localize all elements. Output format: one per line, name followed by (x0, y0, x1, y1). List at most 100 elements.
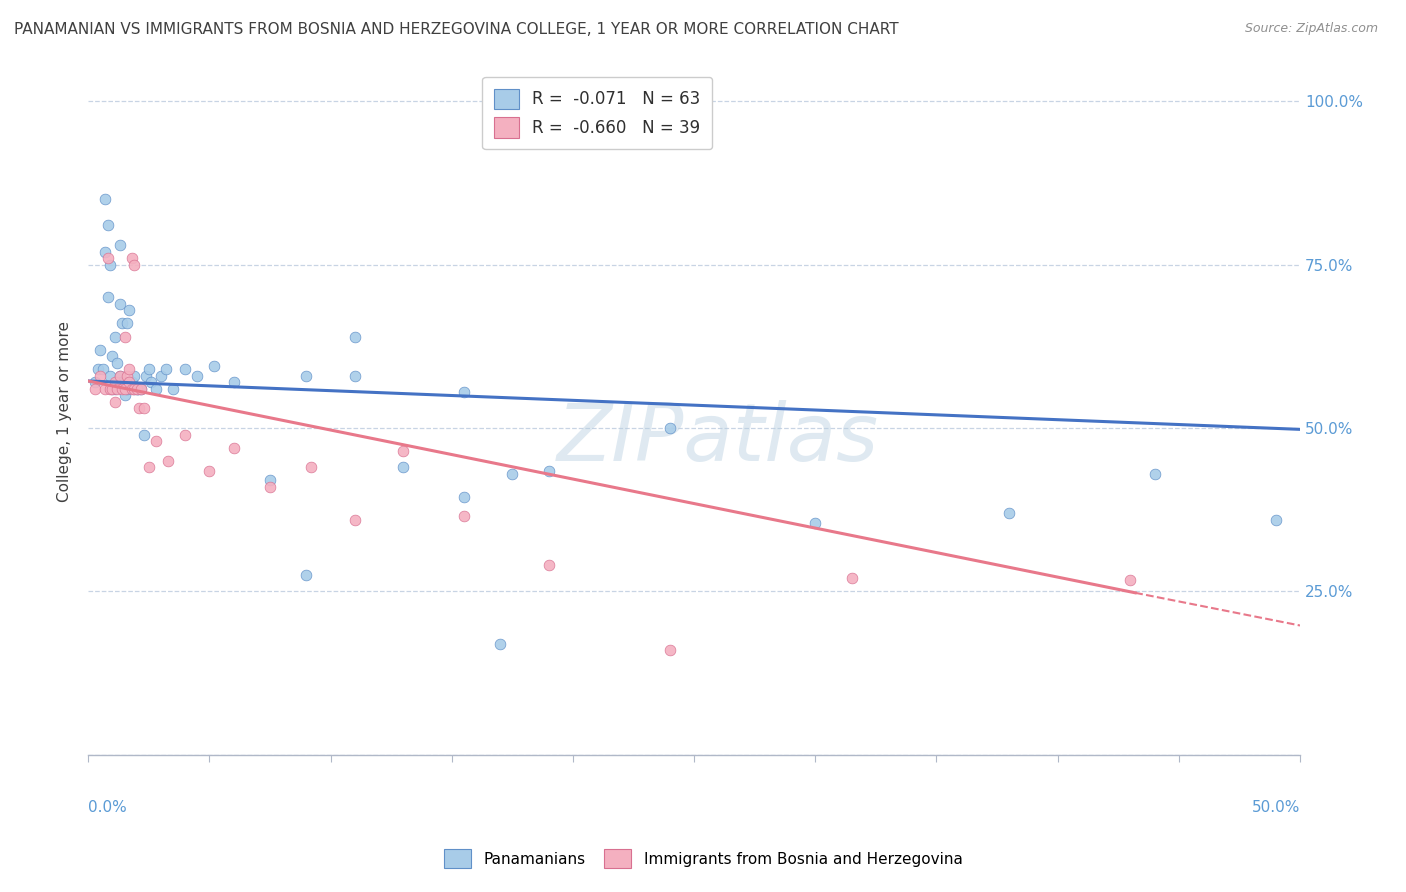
Point (1264, 512, 1286, 526)
Point (104, 376, 127, 390)
Point (186, 368, 208, 383)
Point (111, 317, 134, 331)
Point (115, 368, 138, 383)
Point (138, 460, 160, 475)
Point (259, 480, 281, 494)
Point (122, 258, 145, 272)
Point (537, 558, 560, 573)
Point (135, 368, 157, 383)
Point (101, 382, 124, 396)
Point (122, 382, 145, 396)
Point (174, 427, 197, 442)
Point (295, 568, 318, 582)
Point (114, 376, 136, 390)
Point (84, 382, 107, 396)
Point (87, 362, 110, 376)
Point (122, 382, 145, 396)
Point (222, 441, 245, 455)
Point (105, 382, 128, 396)
Point (118, 362, 141, 376)
Point (105, 356, 128, 370)
Point (343, 329, 366, 343)
Point (89, 368, 111, 383)
Point (121, 378, 143, 392)
Point (96, 219, 118, 233)
Point (84, 376, 107, 390)
Point (658, 643, 681, 657)
Point (105, 376, 128, 390)
Point (104, 382, 127, 396)
Point (96, 290, 118, 304)
Point (132, 401, 155, 416)
Point (121, 382, 143, 396)
Point (118, 303, 141, 318)
Point (121, 376, 143, 390)
Point (94, 192, 117, 206)
Point (108, 368, 131, 383)
Point (104, 329, 127, 343)
Point (101, 382, 124, 396)
Point (98, 382, 121, 396)
Point (392, 460, 415, 475)
Point (118, 376, 141, 390)
Point (145, 434, 167, 449)
Point (141, 376, 163, 390)
Point (489, 637, 512, 651)
Point (299, 460, 322, 475)
Point (94, 244, 117, 259)
Point (155, 362, 177, 376)
Point (115, 382, 138, 396)
Text: 50.0%: 50.0% (1251, 799, 1301, 814)
Point (118, 376, 141, 390)
Point (295, 368, 318, 383)
Point (198, 464, 221, 478)
Point (453, 509, 475, 524)
Point (131, 382, 153, 396)
Point (392, 444, 415, 458)
Point (149, 368, 172, 383)
Point (162, 382, 184, 396)
Point (104, 395, 127, 409)
Point (174, 362, 197, 376)
Point (145, 382, 167, 396)
Point (157, 454, 180, 468)
Y-axis label: College, 1 year or more: College, 1 year or more (58, 321, 72, 502)
Point (453, 490, 475, 504)
Point (138, 362, 160, 376)
Point (96, 251, 118, 265)
Point (98, 258, 121, 272)
Text: 0.0%: 0.0% (89, 799, 127, 814)
Point (114, 388, 136, 402)
Point (125, 382, 148, 396)
Point (121, 251, 143, 265)
Point (998, 506, 1021, 520)
Legend: R =  -0.071   N = 63, R =  -0.660   N = 39: R = -0.071 N = 63, R = -0.660 N = 39 (482, 77, 711, 149)
Point (132, 427, 155, 442)
Point (453, 385, 475, 400)
Point (115, 317, 138, 331)
Point (343, 512, 366, 526)
Point (114, 329, 136, 343)
Text: Source: ZipAtlas.com: Source: ZipAtlas.com (1244, 22, 1378, 36)
Point (501, 467, 523, 481)
Point (125, 382, 148, 396)
Point (1119, 573, 1142, 587)
Point (202, 359, 225, 373)
Legend: Panamanians, Immigrants from Bosnia and Herzegovina: Panamanians, Immigrants from Bosnia and … (436, 841, 970, 875)
Point (108, 238, 131, 252)
Point (111, 376, 134, 390)
Point (804, 516, 827, 530)
Point (128, 401, 150, 416)
Point (108, 297, 131, 311)
Point (259, 474, 281, 488)
Point (111, 382, 134, 396)
Point (98, 368, 121, 383)
Point (841, 571, 863, 585)
Point (114, 382, 136, 396)
Point (658, 421, 681, 435)
Point (122, 368, 145, 383)
Point (101, 349, 124, 363)
Point (222, 376, 245, 390)
Text: PANAMANIAN VS IMMIGRANTS FROM BOSNIA AND HERZEGOVINA COLLEGE, 1 YEAR OR MORE COR: PANAMANIAN VS IMMIGRANTS FROM BOSNIA AND… (14, 22, 898, 37)
Point (343, 368, 366, 383)
